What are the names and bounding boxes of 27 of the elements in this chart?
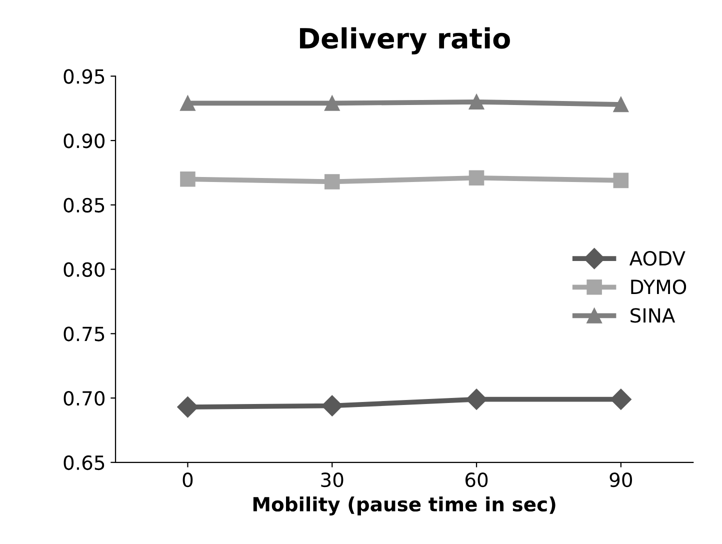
x-tick-label: 0 bbox=[182, 472, 193, 488]
legend-label: DYMO bbox=[631, 280, 686, 294]
x-tick-label: 90 bbox=[610, 472, 632, 488]
point bbox=[324, 96, 340, 111]
y-tick-label: 0.70 bbox=[64, 390, 105, 406]
y-tick-label: 0.95 bbox=[64, 69, 104, 84]
legend-label: AODV bbox=[629, 250, 686, 266]
point bbox=[322, 395, 343, 416]
point bbox=[613, 96, 629, 112]
point bbox=[468, 94, 484, 110]
point bbox=[180, 96, 196, 111]
x-tick-label: 60 bbox=[466, 472, 488, 488]
point bbox=[613, 172, 629, 188]
y-tick-label: 0.75 bbox=[64, 326, 104, 342]
point bbox=[324, 174, 340, 190]
x-axis-title: Mobility (pause time in sec) bbox=[253, 496, 556, 516]
point bbox=[468, 170, 484, 186]
legend-label: SINA bbox=[630, 308, 676, 323]
y-tick-label: 0.65 bbox=[64, 455, 104, 470]
x-tick-label: 30 bbox=[321, 472, 344, 488]
point bbox=[610, 388, 632, 410]
y-tick-label: 0.90 bbox=[64, 133, 105, 148]
y-tick-label: 0.85 bbox=[64, 198, 104, 213]
point bbox=[180, 172, 196, 187]
point bbox=[177, 396, 198, 418]
y-tick-label: 0.80 bbox=[64, 262, 105, 277]
chart-title: Delivery ratio bbox=[300, 27, 510, 54]
